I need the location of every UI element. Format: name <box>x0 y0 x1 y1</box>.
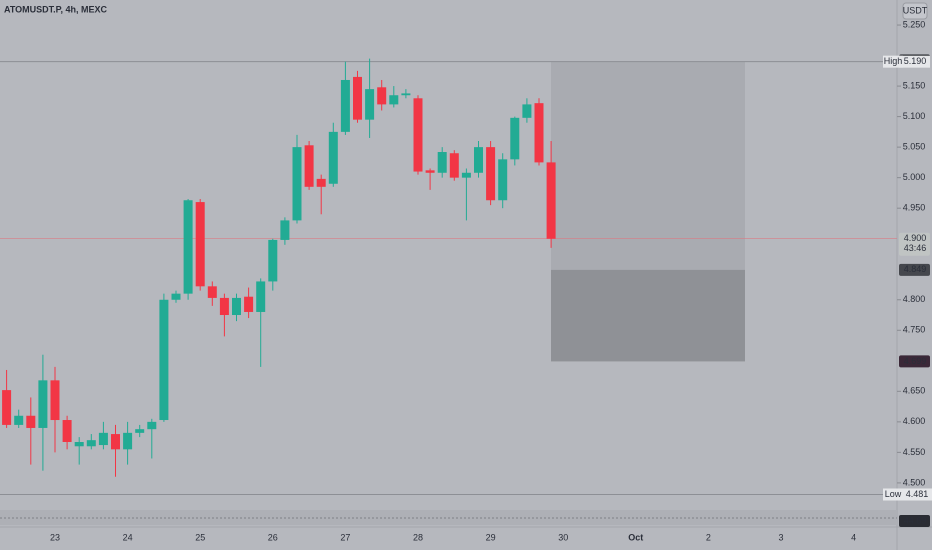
countdown: 43:46 <box>904 243 927 253</box>
last-price-label: 4.900 <box>904 233 927 243</box>
candle-body <box>26 415 36 428</box>
candle-body <box>183 200 193 294</box>
last-price-badge <box>899 232 930 256</box>
y-tick-label: 4.600 <box>903 416 926 426</box>
y-tick-label: 5.000 <box>903 172 926 182</box>
x-tick-label: 25 <box>195 532 205 542</box>
candle-body <box>353 76 362 120</box>
candle-body <box>316 178 326 187</box>
x-tick-label: 28 <box>413 532 423 542</box>
rsi-label: 44.69 <box>904 515 927 525</box>
x-tick-label: 26 <box>268 532 278 542</box>
candle-body <box>546 162 556 239</box>
chart-title: ATOMUSDT.P, 4h, MEXC <box>4 4 108 14</box>
candle-body <box>304 145 314 187</box>
candle-body <box>268 239 278 282</box>
candle-body <box>195 202 205 287</box>
y-tick-label: 4.550 <box>903 447 926 457</box>
candle-body <box>401 93 411 96</box>
low-badge <box>883 488 932 501</box>
y-tick-label: 4.500 <box>903 477 926 487</box>
candle-body <box>219 297 229 316</box>
candle-body <box>111 434 120 450</box>
candle-body <box>14 415 24 425</box>
currency-button[interactable] <box>902 2 928 20</box>
x-tick-label: 27 <box>340 532 350 542</box>
candle-body <box>38 380 48 428</box>
x-tick-label: 3 <box>778 532 783 542</box>
currency-label[interactable]: USDT <box>903 5 928 15</box>
x-tick-label: 4 <box>851 532 856 542</box>
candle-body <box>62 420 72 443</box>
candle-body <box>2 390 12 425</box>
candle-body <box>425 170 435 173</box>
candle-body <box>159 299 169 421</box>
candle-body <box>74 442 84 447</box>
target-zone <box>551 61 745 270</box>
candle-body <box>244 296 254 312</box>
candle-body <box>123 432 133 450</box>
rsi-badge <box>899 515 930 527</box>
target-level-badge <box>899 355 930 368</box>
x-tick-label: 2 <box>706 532 711 542</box>
candle-body <box>534 103 544 163</box>
y-tick-label: 4.950 <box>903 203 926 213</box>
candle-body <box>232 297 241 316</box>
high-tag <box>883 55 903 68</box>
x-tick-label: 29 <box>486 532 496 542</box>
candle-body <box>86 440 96 447</box>
high-badge <box>899 55 930 68</box>
candle-body <box>135 429 145 433</box>
candle-body <box>292 147 302 221</box>
candle-body <box>50 380 60 421</box>
high-tag-label: High <box>884 56 903 66</box>
y-tick-label: 4.800 <box>903 294 926 304</box>
x-tick-label: 23 <box>50 532 60 542</box>
stop-level-label: 4.849 <box>904 264 927 274</box>
target-level-label: 4.699 <box>904 356 927 366</box>
candle-body <box>328 131 338 184</box>
candle-body <box>474 147 483 173</box>
y-tick-label: 5.050 <box>903 142 926 152</box>
y-tick-label: 5.250 <box>903 19 926 29</box>
y-tick-label: 5.100 <box>903 111 926 121</box>
stop-zone <box>551 269 745 362</box>
candle-body <box>171 293 181 300</box>
candle-body <box>486 147 496 201</box>
high-value: 5.190 <box>904 56 927 66</box>
candle-body <box>522 104 532 118</box>
y-tick-label: 4.650 <box>903 386 926 396</box>
candle-body <box>437 152 447 173</box>
candle-body <box>498 159 508 201</box>
candle-body <box>280 220 290 240</box>
candle-body <box>147 421 157 430</box>
candle-body <box>365 89 375 120</box>
candle-body <box>461 172 471 178</box>
candle-body <box>340 79 350 132</box>
low-tag-label: Low <box>885 489 902 499</box>
y-tick-label: 4.750 <box>903 325 926 335</box>
y-tick-label: 5.150 <box>903 80 926 90</box>
candle-body <box>207 286 217 298</box>
x-tick-label: 30 <box>558 532 568 542</box>
stop-level-badge <box>899 263 930 276</box>
candle-body <box>256 281 266 312</box>
low-value: 4.481 <box>906 489 929 499</box>
candle-body <box>98 432 108 446</box>
candle-body <box>389 95 399 105</box>
x-tick-label: Oct <box>628 532 643 542</box>
candle-body <box>510 117 520 160</box>
candle-body <box>449 153 459 178</box>
x-tick-label: 24 <box>123 532 133 542</box>
candle-body <box>377 87 387 105</box>
candle-body <box>413 98 423 172</box>
